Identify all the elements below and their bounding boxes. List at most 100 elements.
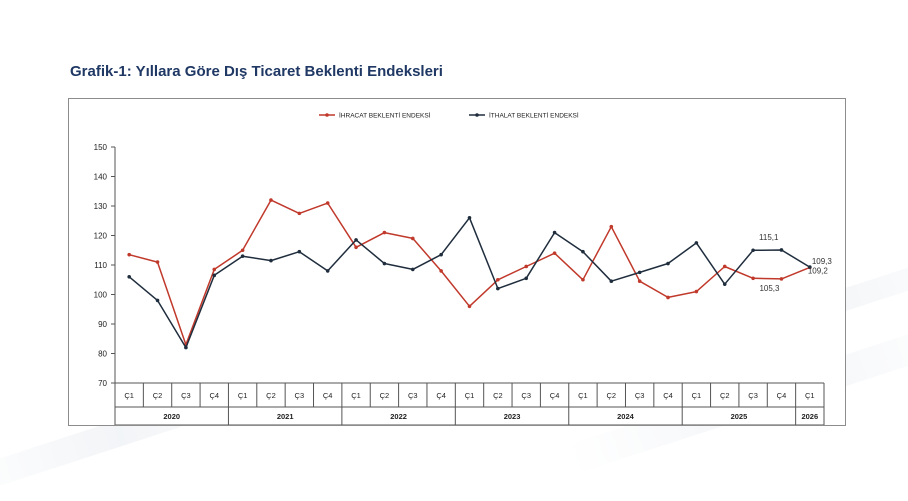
y-tick-label: 150 [94, 143, 108, 152]
x-tick-label: Ç4 [663, 391, 673, 400]
y-tick-label: 100 [94, 291, 108, 300]
data-point-ihracat [127, 252, 131, 257]
x-tick-label: Ç2 [266, 391, 276, 400]
data-point-ihracat [439, 269, 443, 273]
data-point-ithalat [127, 275, 131, 279]
data-point-ithalat [410, 267, 415, 272]
legend-marker [475, 113, 479, 117]
data-label: 115,1 [759, 233, 779, 242]
x-tick-label: Ç2 [607, 391, 617, 400]
x-tick-label: Ç3 [748, 391, 758, 400]
data-point-ihracat [155, 260, 160, 264]
x-tick-label: Ç4 [550, 391, 560, 400]
x-tick-label: Ç4 [777, 391, 787, 400]
data-label: 109,2 [808, 266, 829, 275]
series-line-ihracat [129, 199, 811, 346]
x-tick-label: Ç1 [465, 391, 475, 400]
data-point-ihracat [779, 277, 784, 281]
data-point-ithalat [722, 282, 727, 286]
data-point-ithalat [694, 241, 699, 245]
data-point-ithalat [581, 249, 585, 254]
legend-label: İHRACAT BEKLENTİ ENDEKSİ [339, 111, 431, 120]
data-point-ihracat [240, 248, 245, 253]
y-tick-label: 90 [98, 320, 107, 329]
data-point-ihracat [637, 279, 642, 284]
data-point-ihracat [722, 264, 727, 269]
data-point-ihracat [609, 224, 614, 229]
series-line-ithalat [128, 217, 811, 349]
data-point-ihracat [354, 245, 358, 250]
year-label: 2021 [277, 412, 294, 421]
data-point-ihracat [694, 289, 699, 294]
data-label: 105,3 [759, 284, 780, 293]
data-point-ithalat [524, 276, 529, 281]
year-label: 2020 [163, 412, 180, 421]
year-label: 2026 [801, 412, 818, 421]
legend-marker [325, 113, 329, 117]
y-tick-label: 120 [94, 232, 108, 241]
x-tick-label: Ç2 [493, 391, 503, 400]
y-tick-label: 130 [94, 202, 108, 211]
chart-container: 70 80 90 100 110 120 130 140 150 Ç1 Ç2 Ç3 Ç4 Ç1 Ç2 Ç3 Ç4… [68, 98, 846, 426]
data-point-ithalat [779, 248, 784, 252]
x-tick-label: Ç1 [692, 391, 702, 400]
data-point-ithalat [751, 248, 755, 253]
data-point-ithalat [552, 230, 557, 235]
data-point-ithalat [609, 279, 614, 284]
data-point-ithalat [297, 249, 302, 254]
x-tick-label: Ç4 [209, 391, 219, 400]
data-point-ihracat [269, 198, 273, 202]
x-tick-label: Ç4 [436, 391, 446, 400]
data-point-ihracat [212, 267, 217, 272]
year-label: 2024 [617, 412, 635, 421]
x-tick-label: Ç1 [578, 391, 588, 400]
x-tick-label: Ç1 [351, 391, 361, 400]
year-label: 2023 [504, 412, 521, 421]
data-point-ithalat [212, 273, 217, 278]
data-point-ithalat [269, 258, 273, 263]
chart-title: Grafik-1: Yıllara Göre Dış Ticaret Bekle… [70, 63, 443, 80]
legend-label: İTHALAT BEKLENTİ ENDEKSİ [489, 111, 579, 120]
data-point-ithalat [808, 265, 812, 269]
data-point-ithalat [467, 216, 472, 220]
data-point-ithalat [155, 298, 160, 303]
data-point-ithalat [382, 261, 387, 266]
data-point-ihracat [524, 264, 529, 269]
x-tick-label: Ç2 [720, 391, 730, 400]
data-point-ithalat [354, 238, 358, 242]
year-label: 2022 [390, 412, 407, 421]
data-point-ithalat [439, 252, 443, 257]
x-tick-label: Ç1 [124, 391, 134, 400]
data-point-ihracat [552, 251, 557, 255]
year-label: 2025 [731, 412, 748, 421]
data-point-ihracat [410, 236, 415, 241]
data-point-ithalat [666, 261, 670, 266]
x-tick-label: Ç1 [805, 391, 815, 400]
data-point-ihracat [496, 277, 500, 282]
x-tick-label: Ç3 [181, 391, 191, 400]
x-tick-label: Ç3 [295, 391, 305, 400]
y-tick-label: 110 [94, 261, 107, 270]
data-point-ithalat [184, 345, 188, 350]
data-point-ihracat [297, 211, 302, 216]
data-point-ihracat [751, 276, 755, 281]
x-tick-label: Ç2 [380, 391, 390, 400]
data-point-ithalat [240, 254, 245, 258]
x-tick-label: Ç1 [238, 391, 248, 400]
data-point-ithalat [325, 269, 330, 273]
y-tick-label: 80 [98, 350, 107, 359]
y-tick-label: 70 [98, 379, 107, 388]
x-tick-label: Ç3 [408, 391, 418, 400]
x-tick-label: Ç3 [635, 391, 645, 400]
x-tick-label: Ç3 [521, 391, 531, 400]
data-point-ithalat [637, 270, 642, 275]
data-label: 109,3 [812, 257, 833, 266]
y-tick-label: 140 [94, 173, 108, 182]
data-point-ithalat [496, 286, 500, 291]
data-point-ihracat [666, 295, 670, 300]
data-point-ihracat [467, 304, 472, 309]
data-point-ihracat [325, 201, 330, 205]
line-chart: 70 80 90 100 110 120 130 140 150 Ç1 Ç2 Ç3 Ç4 Ç1 Ç2 Ç3 Ç4… [94, 111, 833, 425]
x-tick-label: Ç2 [153, 391, 163, 400]
data-point-ihracat [581, 277, 585, 282]
